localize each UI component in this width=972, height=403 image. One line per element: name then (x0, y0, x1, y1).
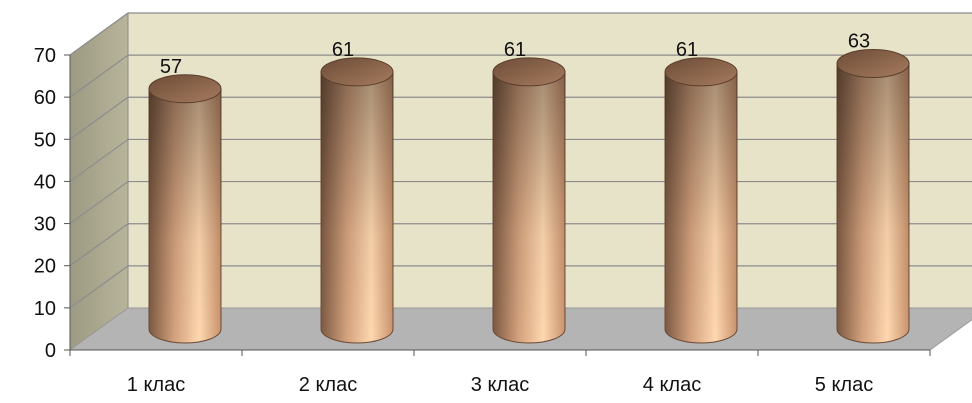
bar-top (148, 74, 222, 104)
y-tick-label: 40 (34, 171, 56, 193)
x-tick-label: 2 клас (299, 374, 357, 396)
x-tick-label: 5 клас (815, 374, 873, 396)
gridline-side (69, 54, 129, 98)
x-axis: 1 клас 2 клас 3 клас 4 клас 5 клас (69, 349, 931, 396)
data-label: 57 (160, 56, 182, 78)
bar-shading (837, 63, 909, 343)
bar-shading (321, 71, 393, 343)
side-wall (69, 12, 129, 351)
bar (664, 57, 738, 344)
y-tick-label: 50 (34, 129, 56, 151)
gridline-side (69, 223, 129, 267)
y-tick-label: 10 (34, 298, 56, 320)
bar-top (836, 49, 910, 78)
x-tick-label: 4 клас (643, 374, 701, 396)
bar-shading (665, 71, 737, 343)
bar (836, 49, 910, 344)
data-labels: 57 61 61 61 63 (160, 31, 870, 78)
bar-shading (149, 88, 221, 344)
bar (148, 74, 222, 344)
data-label: 63 (848, 31, 870, 53)
gridline-side (69, 96, 129, 140)
bar-top (320, 57, 394, 87)
bar (492, 57, 566, 344)
y-tick-label: 20 (34, 256, 56, 278)
gridline-side (69, 12, 129, 56)
bars-group (148, 49, 910, 344)
gridline-side (69, 181, 129, 225)
data-label: 61 (504, 39, 526, 61)
bar-top (664, 57, 738, 87)
y-tick-label: 70 (34, 45, 56, 67)
data-label: 61 (676, 39, 698, 61)
y-tick-label: 60 (34, 87, 56, 109)
gridline-side (69, 138, 129, 182)
bar-shading (493, 71, 565, 343)
x-tick-label: 3 клас (471, 374, 529, 396)
bar (320, 57, 394, 344)
y-tick-label: 0 (45, 340, 56, 362)
data-label: 61 (332, 39, 354, 61)
y-axis: 0 10 20 30 40 50 60 70 (34, 45, 71, 362)
x-tick-label: 1 клас (127, 374, 185, 396)
bar-top (492, 57, 566, 87)
y-tick-label: 30 (34, 214, 56, 236)
gridline-side (69, 265, 129, 309)
